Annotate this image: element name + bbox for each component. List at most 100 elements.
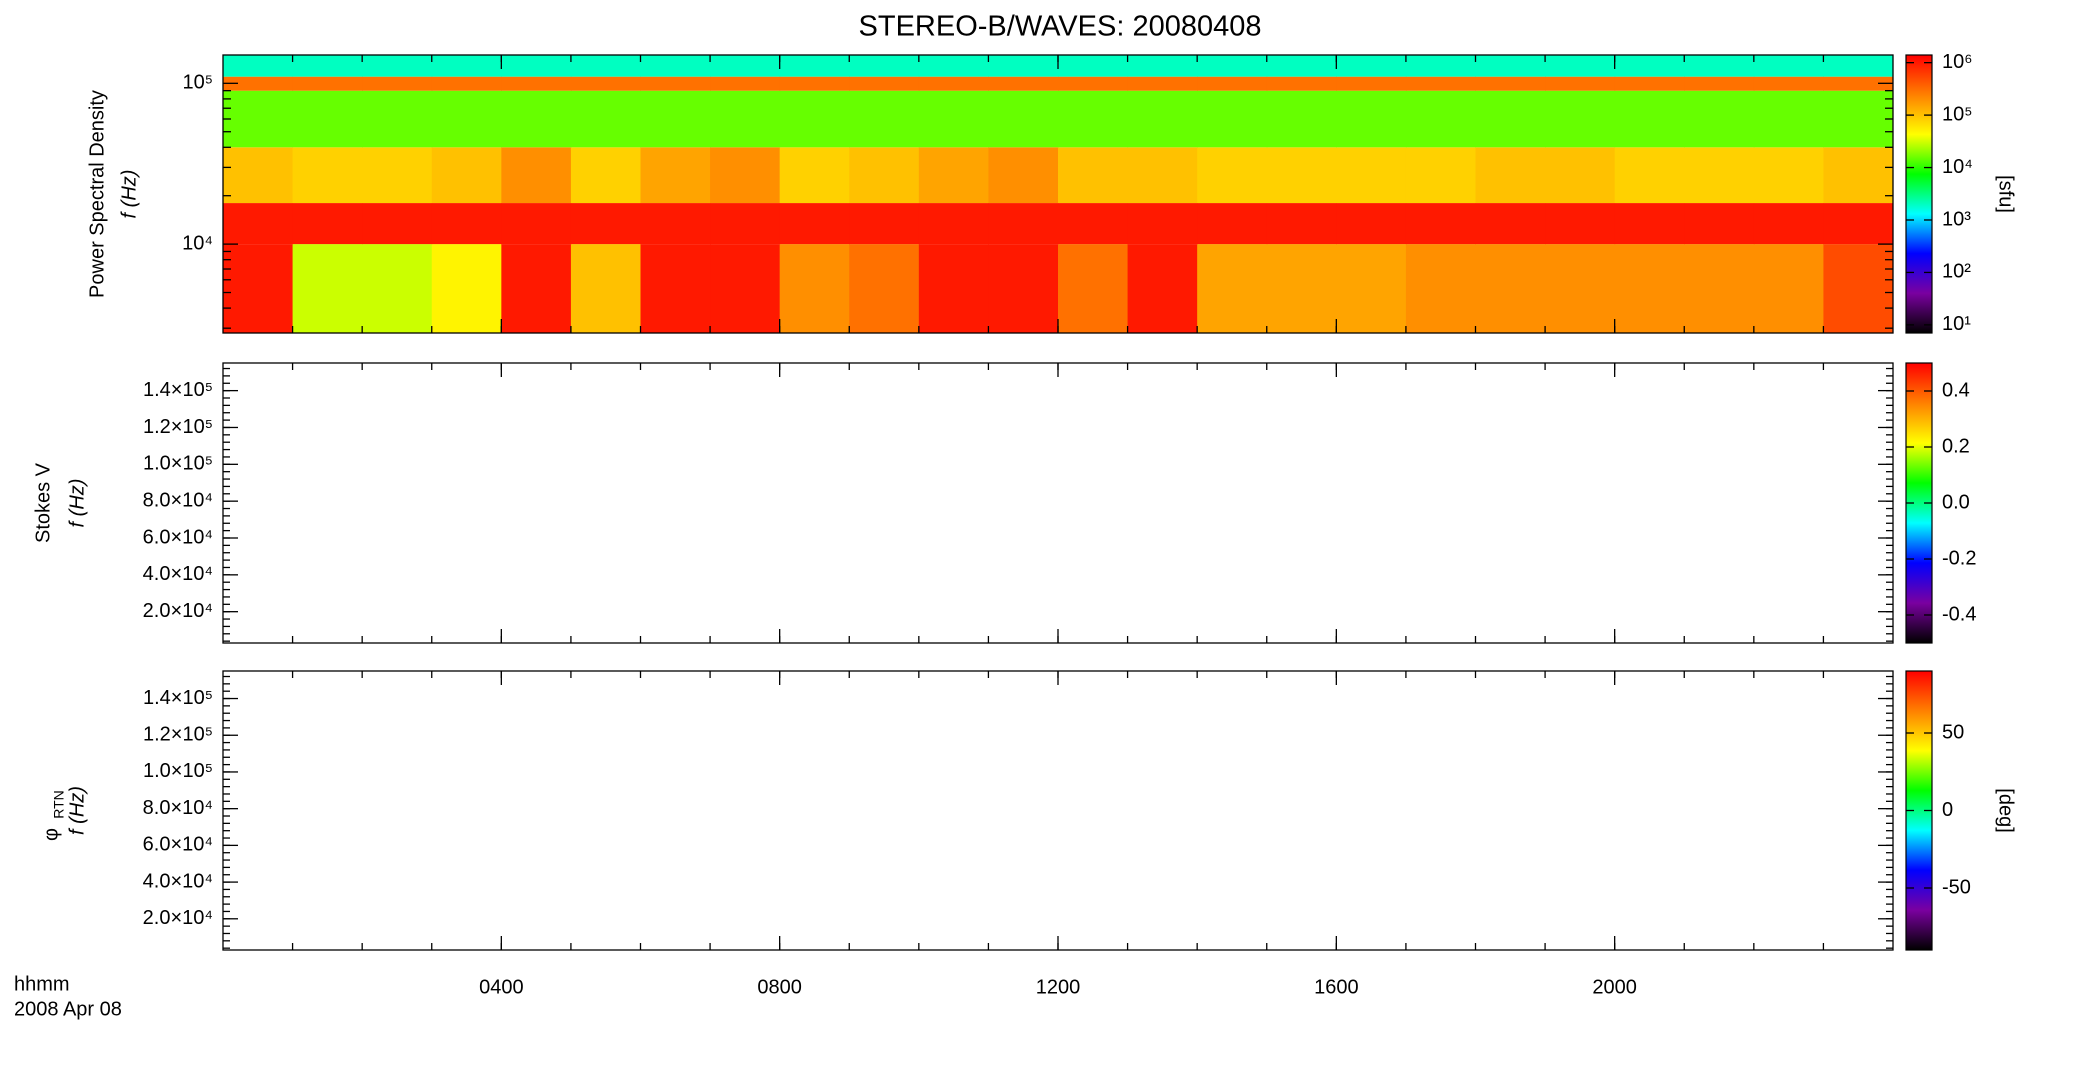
heatmap-cell [1336, 90, 1407, 148]
heatmap-cell [1197, 90, 1268, 148]
heatmap-cell [918, 55, 989, 77]
heatmap-cell [1545, 55, 1616, 77]
heatmap-cell [501, 90, 572, 148]
heatmap-cell [362, 76, 433, 91]
heatmap-cell [640, 244, 711, 333]
heatmap-cell [849, 55, 920, 77]
y-tick-label: 1.0×10⁵ [143, 760, 213, 782]
colorbar-tick-label: -0.4 [1942, 603, 1976, 625]
heatmap-cell [918, 147, 989, 204]
heatmap-cell [1127, 90, 1198, 148]
heatmap-cell [779, 76, 850, 91]
heatmap-cell [849, 76, 920, 91]
heatmap-cell [431, 76, 502, 91]
y-tick-label: 8.0×10⁴ [143, 797, 213, 819]
heatmap-cell [1684, 76, 1755, 91]
heatmap-cell [1336, 147, 1407, 204]
colorbar-label: [sfu] [1995, 175, 2017, 213]
y-axis-title-subscript: RTN [51, 790, 67, 819]
heatmap-cell [1405, 90, 1476, 148]
heatmap-cell [988, 203, 1059, 245]
heatmap-cell [1336, 55, 1407, 77]
heatmap-cell [292, 76, 363, 91]
y-tick-label: 1.4×10⁵ [143, 379, 213, 401]
heatmap-cell [1614, 203, 1685, 245]
colorbar-tick-label: 10³ [1942, 208, 1971, 230]
heatmap-cell [1058, 55, 1129, 77]
heatmap-cell [988, 55, 1059, 77]
heatmap-cell [570, 203, 641, 245]
x-tick-label: 2000 [1592, 976, 1637, 998]
heatmap-cell [1614, 244, 1685, 333]
heatmap-cell [1197, 203, 1268, 245]
heatmap-cell [779, 55, 850, 77]
heatmap-cell [640, 203, 711, 245]
heatmap-cell [640, 147, 711, 204]
heatmap-cell [779, 244, 850, 333]
heatmap-cell [1475, 76, 1546, 91]
y-tick-label: 1.4×10⁵ [143, 687, 213, 709]
heatmap-cell [570, 90, 641, 148]
heatmap-cell [1753, 55, 1824, 77]
heatmap-cell [501, 147, 572, 204]
heatmap-cell [1127, 244, 1198, 333]
heatmap-cell [1058, 203, 1129, 245]
heatmap-cell [1545, 147, 1616, 204]
heatmap-cell [1753, 90, 1824, 148]
x-axis-title: hhmm [14, 973, 70, 995]
heatmap-cell [1823, 244, 1894, 333]
heatmap-cell [918, 203, 989, 245]
y-tick-label: 8.0×10⁴ [143, 489, 213, 511]
heatmap-cell [362, 90, 433, 148]
heatmap-cell [1127, 147, 1198, 204]
heatmap-cell [640, 76, 711, 91]
heatmap-cell [501, 55, 572, 77]
heatmap-cell [223, 76, 294, 91]
y-axis-title: f (Hz) [66, 786, 88, 835]
heatmap-cell [988, 90, 1059, 148]
colorbar-tick-label: 10⁵ [1942, 103, 1973, 125]
heatmap-cell [1753, 244, 1824, 333]
heatmap-cell [1614, 147, 1685, 204]
colorbar-label: [deg] [1995, 788, 2017, 832]
heatmap-cell [292, 203, 363, 245]
heatmap-cell [501, 244, 572, 333]
heatmap-cell [1058, 244, 1129, 333]
y-tick-label: 4.0×10⁴ [143, 870, 213, 892]
heatmap-cell [640, 90, 711, 148]
heatmap-cell [1058, 147, 1129, 204]
heatmap-cell [1475, 203, 1546, 245]
heatmap-cell [223, 244, 294, 333]
y-tick-label: 6.0×10⁴ [143, 834, 213, 856]
heatmap-cell [1823, 55, 1894, 77]
colorbar [1905, 54, 1933, 334]
heatmap-cell [501, 76, 572, 91]
y-tick-label: 6.0×10⁴ [143, 526, 213, 548]
heatmap-cell [292, 244, 363, 333]
heatmap-cell [779, 203, 850, 245]
heatmap-cell [362, 147, 433, 204]
heatmap-cell [779, 147, 850, 204]
heatmap-cell [223, 55, 294, 77]
heatmap-cell [1475, 55, 1546, 77]
heatmap-cell [1684, 244, 1755, 333]
heatmap-cell [1127, 76, 1198, 91]
heatmap-cell [918, 76, 989, 91]
heatmap-cell [1336, 244, 1407, 333]
colorbar-tick-label: 10⁶ [1942, 51, 1972, 73]
heatmap-cell [1684, 55, 1755, 77]
heatmap-cell [1197, 147, 1268, 204]
colorbar-tick-label: 0.4 [1942, 379, 1970, 401]
heatmap-cell [292, 90, 363, 148]
colorbar-tick-label: 10⁴ [1942, 156, 1973, 178]
x-tick-label: 1600 [1314, 976, 1359, 998]
heatmap-cell [779, 90, 850, 148]
heatmap-cell [431, 90, 502, 148]
colorbar-tick-label: 0.0 [1942, 491, 1970, 513]
heatmap-cell [1614, 90, 1685, 148]
heatmap-cell [1266, 76, 1337, 91]
heatmap-cell [1266, 90, 1337, 148]
heatmap-cell [1614, 55, 1685, 77]
y-tick-label: 1.2×10⁵ [143, 416, 213, 438]
heatmap-cell [849, 244, 920, 333]
